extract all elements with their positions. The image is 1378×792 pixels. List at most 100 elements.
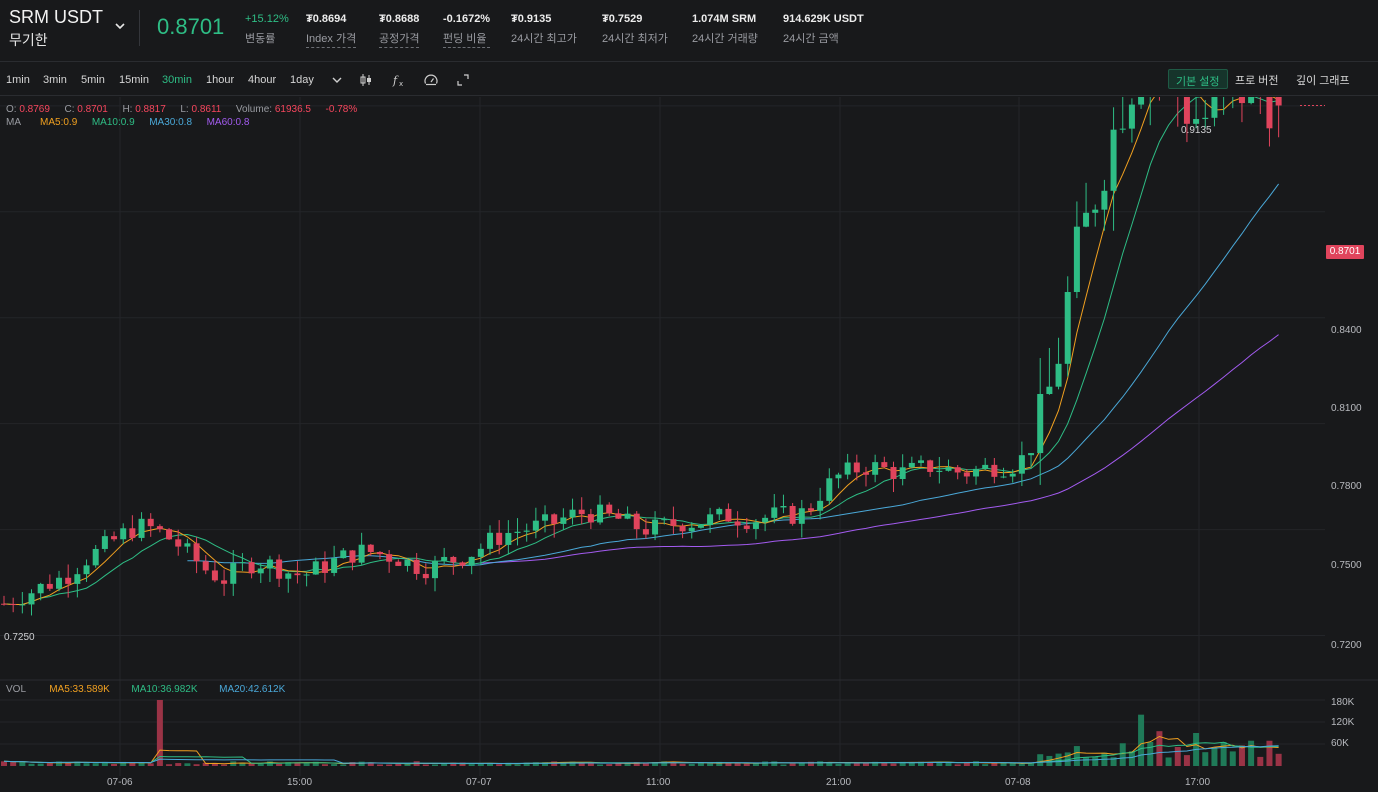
ma5-line — [3, 97, 1279, 605]
volume-bar — [743, 763, 750, 766]
view-basic-button[interactable]: 기본 설정 — [1168, 69, 1228, 89]
volume-bar — [1248, 740, 1255, 766]
chevron-down-icon[interactable] — [113, 19, 127, 33]
settings-gauge-icon[interactable] — [423, 72, 439, 88]
volume-bar — [826, 762, 833, 766]
candle-body — [771, 507, 778, 518]
candle-body — [386, 554, 393, 562]
ma60-path — [480, 334, 1279, 564]
ma30-path — [187, 183, 1280, 567]
timeframe-15min[interactable]: 15min — [119, 74, 149, 86]
volume-bar — [1138, 714, 1145, 766]
volume-bar — [266, 761, 273, 766]
volume-bar — [597, 764, 604, 766]
symbol-selector[interactable]: SRM USDT 무기한 — [9, 7, 131, 53]
candle-body — [321, 561, 328, 573]
view-pro-button[interactable]: 프로 버전 — [1235, 75, 1279, 87]
candle-body — [37, 583, 44, 594]
symbol-name[interactable]: SRM USDT — [9, 7, 103, 27]
volume-bar — [101, 761, 108, 766]
volume-bar — [789, 763, 796, 766]
stat-label[interactable]: 공정가격 — [379, 30, 420, 48]
volume-bar — [166, 764, 173, 766]
stat-label[interactable]: 펀딩 비율 — [443, 30, 491, 48]
candle-body — [450, 556, 457, 563]
volume-bar — [918, 761, 924, 766]
stat-24h-volume: 1.074M SRM 24시간 거래량 — [692, 13, 758, 46]
volume-ma-lines — [3, 735, 1279, 765]
header-divider — [139, 10, 140, 46]
volume-bar — [496, 764, 503, 766]
fullscreen-icon[interactable] — [455, 72, 471, 88]
candle-body — [817, 500, 824, 511]
vol-ma10-value: MA10:36.982K — [131, 684, 198, 695]
candle-body — [74, 574, 81, 584]
candle-body — [862, 472, 869, 475]
candle-body — [780, 506, 787, 508]
high-value: 0.8817 — [135, 104, 166, 115]
stat-index-price[interactable]: ₮0.8694 Index 가격 — [306, 13, 357, 48]
candle-body — [459, 562, 466, 566]
candle-body — [404, 559, 411, 566]
ma-legend: MA MA5:0.9 MA10:0.9 MA30:0.8 MA60:0.8 — [6, 117, 249, 128]
volume-bar — [294, 762, 301, 766]
volume-bar — [1083, 757, 1090, 766]
time-label: 17:00 — [1185, 777, 1211, 788]
candle-body — [1073, 226, 1080, 293]
timeframe-1min[interactable]: 1min — [6, 74, 30, 86]
candle-body — [514, 531, 521, 533]
candle-body — [266, 559, 273, 569]
candle-body — [615, 513, 622, 519]
ma10-line — [3, 97, 1279, 605]
candle-body — [734, 521, 741, 526]
svg-text:x: x — [399, 80, 403, 88]
stat-value: 1.074M SRM — [692, 13, 757, 25]
candle-body — [945, 467, 952, 471]
candle-body — [624, 513, 631, 519]
candle-body — [101, 536, 108, 549]
timeframe-30min[interactable]: 30min — [162, 74, 192, 86]
stat-label[interactable]: Index 가격 — [306, 30, 357, 48]
candle-body — [349, 550, 356, 563]
candle-body — [56, 577, 63, 589]
ma10-path — [3, 97, 1279, 605]
close-label: C: — [64, 104, 75, 115]
candle-body — [294, 573, 301, 576]
timeframe-5min[interactable]: 5min — [81, 74, 105, 86]
volume-bar — [807, 761, 814, 766]
timeframe-4hour[interactable]: 4hour — [248, 74, 277, 86]
stat-fair-price[interactable]: ₮0.8688 공정가격 — [379, 13, 420, 48]
candle-body — [597, 504, 604, 523]
volume-bar — [367, 762, 374, 766]
candlesticks — [1, 97, 1282, 616]
stat-24h-high: ₮0.9135 24시간 최고가 — [511, 13, 577, 46]
candlestick-type-icon[interactable] — [358, 72, 374, 88]
candle-body — [853, 462, 860, 473]
candle-body — [395, 561, 402, 566]
volume-bar — [606, 764, 613, 766]
timeframe-1day[interactable]: 1day — [290, 74, 314, 86]
stat-label: 24시간 최저가 — [602, 33, 668, 45]
timeframe-1hour[interactable]: 1hour — [206, 74, 235, 86]
candle-body — [652, 519, 659, 535]
volume-bar — [129, 762, 136, 766]
candle-body — [963, 472, 970, 477]
timeframe-3min[interactable]: 3min — [43, 74, 67, 86]
volume-bar — [1037, 754, 1044, 766]
volume-bar — [257, 763, 264, 766]
candle-body — [918, 460, 924, 463]
volume-bar — [1, 761, 7, 766]
chevron-down-icon[interactable] — [329, 72, 345, 88]
stat-value: ₮0.7529 — [602, 13, 643, 25]
price-chart[interactable] — [0, 97, 1378, 792]
stat-funding-rate[interactable]: -0.1672% 펀딩 비율 — [443, 13, 491, 48]
volume-bar — [37, 763, 44, 766]
volume-bar — [945, 762, 952, 766]
volume-bar — [652, 761, 659, 766]
indicator-fx-icon[interactable]: f x — [391, 72, 407, 88]
volume-bar — [633, 762, 640, 766]
view-depth-button[interactable]: 깊이 그래프 — [1296, 75, 1350, 87]
time-label: 15:00 — [287, 777, 313, 788]
candle-body — [285, 573, 292, 579]
candle-body — [19, 604, 26, 606]
